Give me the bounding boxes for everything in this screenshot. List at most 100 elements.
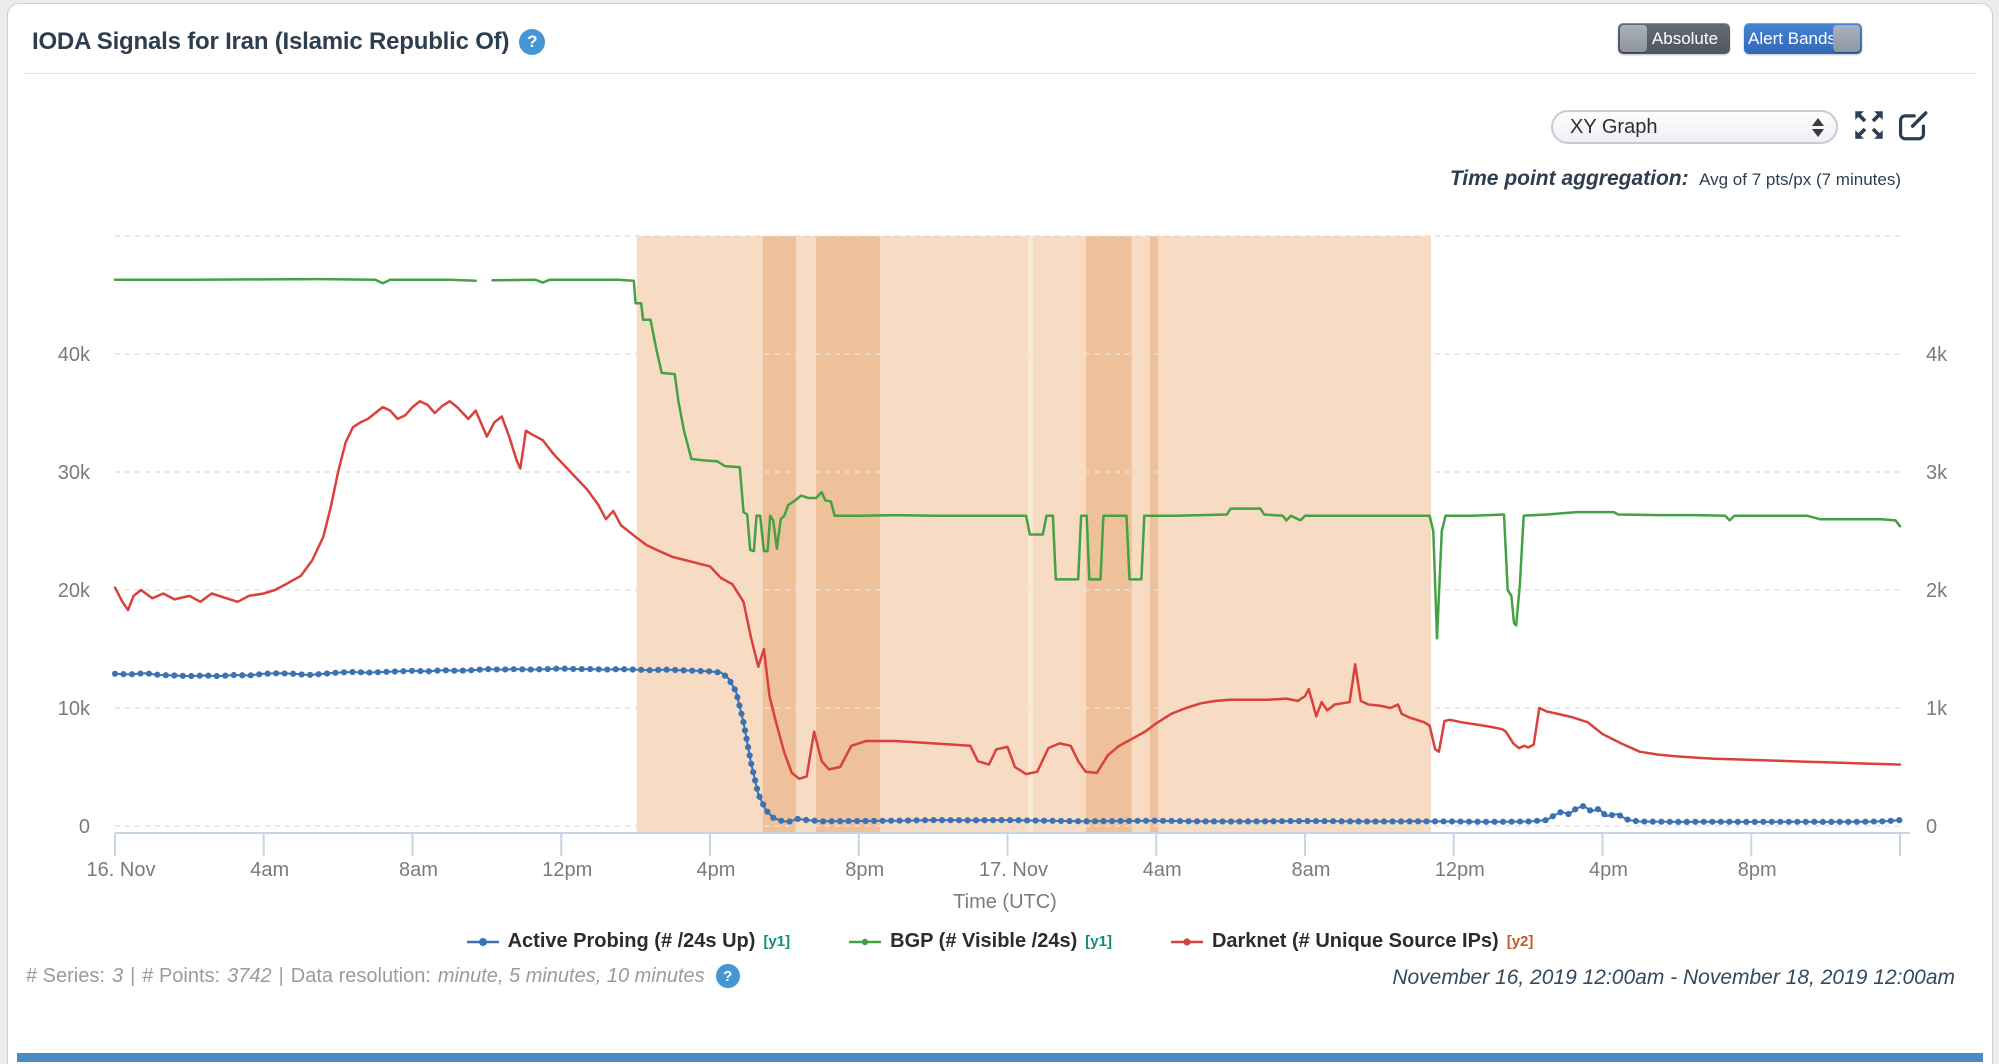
series-marker-dot (527, 666, 534, 673)
series-marker-dot (205, 672, 212, 679)
series-marker-dot (1074, 818, 1082, 825)
series-marker-dot (561, 665, 568, 672)
series-line-bgp (113, 277, 477, 285)
series-marker-dot (349, 668, 356, 676)
series-marker-dot (1734, 818, 1741, 825)
series-marker-dot (1542, 817, 1549, 824)
x-tick-label: 8pm (845, 859, 884, 881)
series-marker-dot (764, 808, 771, 815)
series-marker-dot (1151, 817, 1158, 824)
legend-label: Active Probing (# /24s Up) (507, 930, 756, 952)
series-marker-dot (736, 702, 743, 709)
x-axis-title: Time (UTC) (953, 891, 1057, 913)
series-marker-dot (1380, 818, 1388, 825)
series-marker-dot (1414, 818, 1422, 825)
series-marker-dot (921, 817, 929, 824)
absolute-toggle-label: Absolute (1651, 28, 1719, 48)
edit-icon[interactable] (1896, 109, 1928, 141)
series-marker-dot (1802, 818, 1809, 825)
series-marker-dot (870, 817, 878, 824)
series-marker-dot (451, 667, 458, 674)
series-marker-dot (1675, 818, 1682, 825)
series-marker-dot (391, 668, 399, 675)
series-marker-dot (1692, 818, 1699, 825)
series-marker-dot (256, 671, 263, 678)
series-marker-dot (425, 668, 432, 675)
alert-bands-toggle-knob[interactable] (1833, 25, 1860, 52)
series-marker-dot (1023, 817, 1031, 824)
absolute-toggle-knob[interactable] (1620, 25, 1647, 52)
series-marker-dot (972, 817, 980, 824)
title-help-icon[interactable]: ? (519, 29, 546, 55)
series-marker-dot (1811, 818, 1818, 825)
series-marker-dot (1641, 818, 1648, 825)
series-marker-dot (1219, 818, 1226, 825)
series-marker-dot (1117, 817, 1124, 825)
series-marker-dot (896, 817, 903, 824)
series-marker-dot (1049, 817, 1056, 824)
series-marker-dot (1616, 812, 1624, 819)
series-marker-dot (1389, 818, 1396, 825)
series-marker-dot (1329, 818, 1337, 825)
series-marker-dot (400, 668, 407, 675)
series-marker-dot (1794, 818, 1801, 825)
graph-type-select[interactable]: XY Graph (1551, 110, 1838, 144)
series-marker-dot (417, 668, 424, 675)
chart-legend: Active Probing (# /24s Up) [y1] BGP (# V… (0, 930, 1999, 953)
y2-tick-label: 4k (1926, 344, 1948, 366)
aggregation-value: Avg of 7 pts/px (7 minutes) (1699, 170, 1901, 189)
series-line-darknet (113, 399, 1902, 781)
series-marker-dot (578, 666, 585, 673)
series-marker-dot (1836, 818, 1843, 825)
series-marker-dot (1312, 817, 1320, 825)
series-marker-dot (290, 670, 297, 677)
x-tick-label: 12pm (1435, 859, 1485, 881)
series-marker-dot (1346, 818, 1354, 825)
series-marker-dot (734, 694, 741, 701)
legend-item-bgp[interactable]: BGP (# Visible /24s) [y1] (848, 930, 1112, 953)
series-marker-dot (476, 666, 483, 673)
series-marker-dot (836, 818, 844, 825)
fullscreen-expand-icon[interactable] (1853, 109, 1885, 141)
series-marker-dot (1533, 817, 1541, 824)
alert-bands-toggle[interactable]: Alert Bands (1744, 23, 1862, 54)
series-marker-dot (748, 760, 755, 767)
series-marker-dot (553, 665, 560, 672)
legend-item-darknet[interactable]: Darknet (# Unique Source IPs) [y2] (1170, 930, 1533, 953)
axis-tag-y1: [y1] (763, 933, 791, 950)
series-marker-dot (145, 670, 153, 677)
absolute-toggle[interactable]: Absolute (1618, 23, 1730, 54)
alert-band-dark (1085, 236, 1132, 833)
series-marker-dot (1666, 818, 1673, 825)
header: IODA Signals for Iran (Islamic Republic … (32, 22, 546, 62)
series-marker-dot (743, 735, 750, 742)
series-marker-dot (544, 665, 551, 673)
series-marker-dot (1549, 813, 1556, 820)
series-marker-dot (621, 666, 628, 673)
series-marker-dot (383, 668, 390, 675)
x-tick-label: 4pm (1589, 859, 1628, 881)
series-marker-dot (794, 815, 801, 823)
series-marker-dot (1032, 817, 1039, 824)
series-marker-dot (727, 678, 734, 686)
series-marker-dot (1372, 818, 1379, 825)
select-spinner-icon (1812, 117, 1824, 137)
series-marker-dot (570, 665, 577, 673)
series-marker-dot (1270, 818, 1277, 825)
legend-item-active-probing[interactable]: Active Probing (# /24s Up) [y1] (466, 930, 791, 953)
active-probing-marker-icon (466, 937, 499, 946)
series-marker-dot (1193, 818, 1201, 825)
series-marker-dot (1134, 817, 1141, 824)
series-marker-dot (1304, 817, 1311, 825)
series-marker-dot (828, 818, 835, 825)
series-marker-dot (459, 667, 466, 674)
separator: | (130, 964, 136, 987)
series-marker-dot (1100, 818, 1107, 825)
series-marker-dot (247, 672, 254, 679)
series-marker-dot (1440, 818, 1447, 825)
graph-type-value: XY Graph (1570, 115, 1658, 138)
meta-help-icon[interactable]: ? (715, 964, 740, 988)
series-marker-dot (1168, 817, 1175, 825)
